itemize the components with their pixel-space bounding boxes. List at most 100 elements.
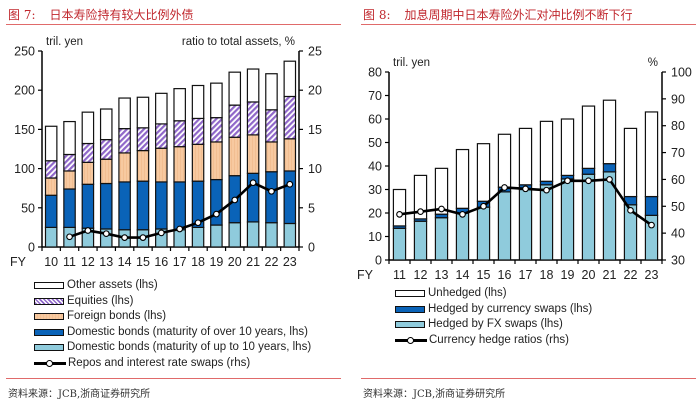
legend-swatch-icon — [34, 297, 64, 305]
bar-domestic_long — [265, 171, 278, 224]
bar-foreign_bonds — [265, 141, 278, 173]
bar-domestic_long — [81, 183, 95, 229]
right-tick-label: 60 — [671, 173, 685, 187]
figure-8-title-text: 加息周期中日本寿险外汇对冲比例不断下行 — [404, 8, 633, 22]
bar-other — [136, 96, 150, 129]
bar-equities — [118, 128, 131, 154]
right-axis-label: ratio to total assets, % — [182, 36, 295, 48]
line-point — [176, 225, 184, 233]
legend-label: Hedged by FX swaps (lhs) — [428, 318, 563, 330]
legend-label: Domestic bonds (maturity of over 10 year… — [67, 325, 308, 338]
bar-domestic_short — [283, 222, 297, 248]
bar-foreign_bonds — [44, 177, 58, 196]
left-tick-label: 30 — [368, 183, 382, 197]
bar-equities — [44, 160, 58, 179]
bar-domestic_short — [173, 229, 186, 248]
left-tick-label: 0 — [375, 254, 382, 268]
legend-item: Currency hedge ratios (rhs) — [395, 333, 592, 349]
line-point — [648, 221, 655, 229]
bar-equities — [228, 104, 242, 138]
right-tick-label: 25 — [308, 45, 322, 59]
x-tick-label: 22 — [265, 255, 279, 269]
left-tick-label: 250 — [14, 45, 35, 59]
x-tick-label: 16 — [498, 268, 512, 282]
line-point — [480, 202, 487, 210]
legend-line-marker-icon — [395, 336, 427, 345]
title-divider — [6, 24, 341, 25]
bar-fx_swaps — [539, 184, 554, 261]
bar-fx_swaps — [413, 220, 428, 261]
left-tick-label: 40 — [368, 160, 382, 174]
legend-line-marker-icon — [34, 359, 66, 368]
line-point — [585, 177, 592, 185]
right-tick-label: 0 — [308, 241, 315, 255]
bar-foreign_bonds — [173, 146, 186, 183]
bar-other — [44, 125, 58, 162]
source-divider — [6, 378, 341, 379]
x-tick-label: 13 — [435, 268, 449, 282]
line-point — [268, 187, 275, 195]
chart-7: 0 50 100 150 200 250 0 5 10 15 20 25 tril. yen ratio … — [10, 36, 322, 269]
bar-fx_swaps — [455, 212, 470, 261]
right-tick-label: 10 — [308, 162, 322, 176]
legend-swatch-icon — [395, 290, 425, 298]
legend-label: Other assets (lhs) — [67, 279, 158, 291]
bar-equities — [210, 117, 223, 143]
line-point — [522, 185, 529, 193]
x-tick-label: 14 — [118, 255, 132, 269]
bar-domestic_long — [210, 178, 223, 226]
x-tick-label: 12 — [414, 268, 428, 282]
bar-foreign_bonds — [99, 158, 113, 185]
source-divider — [361, 378, 696, 379]
bar-foreign_bonds — [155, 147, 168, 183]
x-axis-prefix: FY — [10, 255, 27, 269]
bar-equities — [246, 101, 260, 136]
left-axis-label: tril. yen — [46, 36, 83, 48]
left-tick-label: 50 — [368, 136, 382, 150]
x-tick-label: 23 — [283, 255, 297, 269]
bar-unhedged — [560, 118, 575, 177]
legend-label: Foreign bonds (lhs) — [67, 310, 167, 322]
x-tick-label: 14 — [456, 268, 470, 282]
bar-equities — [155, 123, 168, 149]
line-point — [231, 196, 239, 204]
x-tick-label: 18 — [540, 268, 554, 282]
bar-foreign_bonds — [118, 152, 131, 183]
legend-label: Currency hedge ratios (rhs) — [429, 333, 569, 346]
x-tick-label: 19 — [561, 268, 575, 282]
right-tick-label: 5 — [308, 201, 315, 215]
bar-other — [228, 71, 242, 106]
x-tick-label: 11 — [63, 255, 76, 269]
bar-equities — [99, 138, 113, 160]
right-tick-label: 80 — [671, 119, 685, 133]
title-divider — [361, 24, 696, 25]
line-point — [543, 186, 550, 194]
x-tick-label: 12 — [81, 255, 95, 269]
x-tick-label: 23 — [645, 268, 659, 282]
legend-label: Repos and interest rate swaps (rhs) — [68, 356, 251, 369]
figure-8-source: 资料来源：JCB,浙商证券研究所 — [363, 389, 506, 400]
bar-equities — [265, 109, 278, 143]
bar-unhedged — [434, 167, 449, 215]
x-tick-label: 13 — [99, 255, 113, 269]
line-point — [459, 210, 466, 218]
bar-other — [191, 84, 205, 120]
right-tick-label: 40 — [671, 227, 685, 241]
bar-unhedged — [455, 148, 470, 209]
figure-7-panel: 图 7: 日本寿险持有较大比例外债 0 50 100 150 200 250 0 5 10 15 20… — [0, 0, 345, 406]
left-tick-label: 50 — [21, 201, 35, 215]
bar-equities — [191, 117, 205, 145]
bar-foreign_bonds — [283, 138, 297, 172]
line-point — [66, 233, 73, 241]
bar-equities — [283, 95, 297, 140]
x-tick-label: 21 — [603, 268, 617, 282]
line-point — [606, 176, 613, 183]
bar-unhedged — [476, 143, 491, 202]
legend-item: Domestic bonds (maturity of up to 10 yea… — [34, 340, 311, 356]
left-tick-label: 150 — [14, 123, 35, 137]
right-tick-label: 100 — [671, 66, 692, 80]
x-tick-label: 15 — [136, 255, 150, 269]
bar-foreign_bonds — [228, 136, 242, 177]
legend-label: Unhedged (lhs) — [428, 287, 507, 299]
bar-fx_swaps — [476, 206, 491, 261]
